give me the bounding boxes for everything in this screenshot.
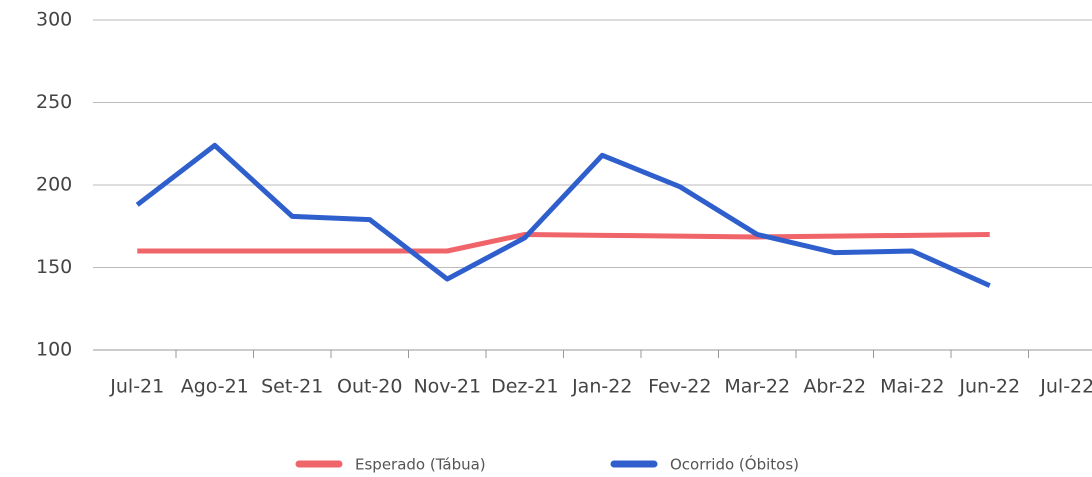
y-tick-label: 250 bbox=[36, 91, 72, 113]
x-tick-label: Jun-22 bbox=[958, 376, 1020, 398]
x-tick-label: Mar-22 bbox=[724, 376, 790, 398]
y-tick-label: 150 bbox=[36, 256, 72, 278]
series-line bbox=[135, 142, 991, 288]
x-tick-label: Jan-22 bbox=[571, 376, 632, 398]
x-tick-label: Dez-21 bbox=[491, 376, 558, 398]
x-tick-label: Fev-22 bbox=[648, 376, 711, 398]
x-tick-label: Abr-22 bbox=[803, 376, 866, 398]
x-tick-label: Nov-21 bbox=[413, 376, 481, 398]
series-line bbox=[137, 232, 990, 254]
x-tick-label: Jul-22 bbox=[1039, 376, 1092, 398]
legend-label: Ocorrido (Óbitos) bbox=[670, 455, 799, 474]
x-tick-label: Set-21 bbox=[261, 376, 323, 398]
y-tick-label: 100 bbox=[36, 339, 72, 361]
x-tick-label: Mai-22 bbox=[880, 376, 944, 398]
x-tick-label: Out-20 bbox=[337, 376, 402, 398]
y-tick-label: 200 bbox=[36, 174, 72, 196]
legend-label: Esperado (Tábua) bbox=[355, 456, 486, 474]
x-tick-label: Jul-21 bbox=[109, 376, 164, 398]
x-tick-label: Ago-21 bbox=[181, 376, 249, 398]
y-tick-label: 300 bbox=[36, 9, 72, 31]
